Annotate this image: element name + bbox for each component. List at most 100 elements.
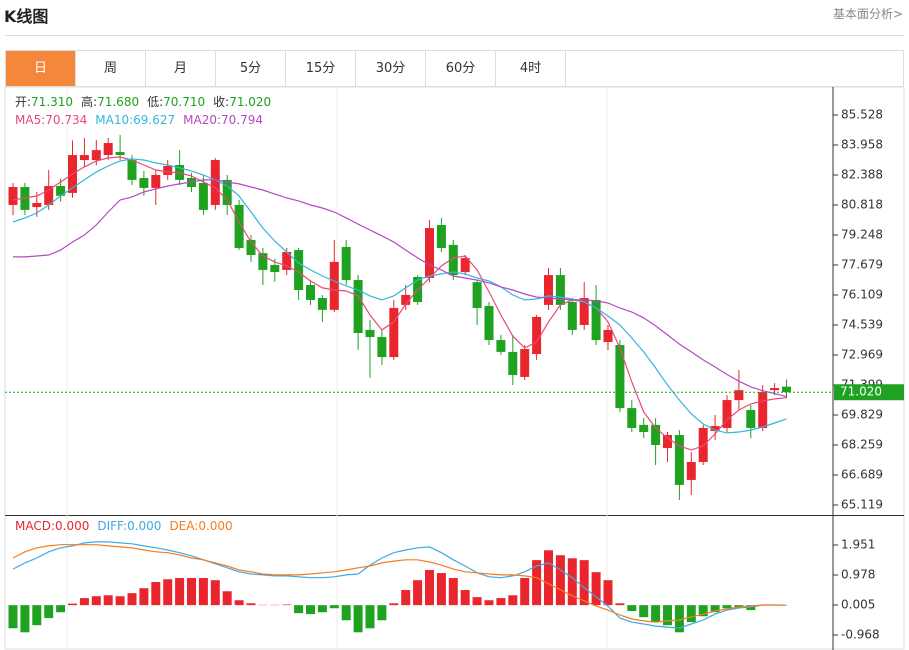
macd-bar bbox=[448, 578, 458, 606]
macd-bar bbox=[20, 605, 30, 633]
candle-body bbox=[139, 178, 149, 188]
candle-body bbox=[758, 392, 768, 428]
macd-bar bbox=[282, 604, 292, 606]
y-tick-label: 83.958 bbox=[841, 137, 883, 151]
macd-bar bbox=[389, 603, 399, 606]
candle-body bbox=[436, 225, 446, 248]
candle-body bbox=[306, 285, 315, 300]
macd-bar bbox=[639, 605, 649, 618]
candle-body bbox=[746, 410, 756, 428]
period-tab[interactable]: 4时 bbox=[496, 51, 566, 86]
candle-body bbox=[615, 345, 625, 409]
candle-body bbox=[425, 228, 434, 278]
current-price-label: 71.020 bbox=[840, 385, 882, 399]
line bbox=[12, 156, 787, 451]
period-tab[interactable]: 5分 bbox=[216, 51, 286, 86]
macd-bar bbox=[472, 597, 482, 606]
legend-name: DEA: bbox=[169, 519, 198, 533]
macd-bar bbox=[710, 605, 720, 613]
candle-body bbox=[270, 264, 280, 273]
legend-name: MA20: bbox=[183, 113, 221, 127]
candle-body bbox=[353, 280, 363, 333]
period-tab[interactable]: 周 bbox=[76, 51, 146, 86]
y-tick-label: 74.539 bbox=[841, 317, 883, 331]
macd-bar bbox=[544, 550, 553, 606]
legend: 开:71.310 高:71.680 低:70.710 收:71.020 bbox=[15, 94, 271, 109]
macd-bar bbox=[198, 578, 208, 606]
y-tick-label: 79.248 bbox=[841, 227, 883, 241]
period-tab[interactable]: 15分 bbox=[286, 51, 356, 86]
macd-bar bbox=[663, 605, 672, 626]
macd-bar bbox=[175, 578, 185, 606]
macd-bar bbox=[329, 605, 339, 609]
candle-body bbox=[389, 307, 399, 358]
candle-body bbox=[698, 427, 708, 462]
macd-bar bbox=[56, 605, 66, 613]
header-rule bbox=[5, 35, 904, 36]
candle-body bbox=[222, 179, 232, 205]
candle-body bbox=[365, 329, 375, 338]
period-tab[interactable]: 日 bbox=[6, 51, 76, 86]
candle-body bbox=[32, 203, 42, 208]
macd-bar bbox=[103, 595, 113, 606]
period-tab[interactable]: 60分 bbox=[426, 51, 496, 86]
fundamental-link[interactable]: 基本面分析> bbox=[832, 7, 903, 21]
candle-body bbox=[448, 244, 458, 276]
macd-bar bbox=[32, 605, 42, 626]
macd-bar bbox=[627, 605, 637, 612]
y-tick-label: 65.119 bbox=[841, 498, 883, 512]
legend-name: DIFF: bbox=[97, 519, 127, 533]
candle-body bbox=[770, 388, 780, 391]
candle-body bbox=[508, 351, 518, 376]
candle-body bbox=[472, 282, 482, 308]
macd-bar bbox=[686, 605, 696, 623]
y-tick-label: 69.829 bbox=[841, 407, 883, 421]
macd-bar bbox=[187, 578, 196, 606]
chart-frame bbox=[4, 86, 905, 650]
period-tab[interactable]: 月 bbox=[146, 51, 216, 86]
macd-bar bbox=[698, 605, 708, 617]
legend-value: 70.794 bbox=[221, 113, 263, 127]
candle-body bbox=[496, 340, 506, 352]
y-tick-label: 72.969 bbox=[841, 347, 883, 361]
legend-value: 0.000 bbox=[55, 519, 89, 533]
legend-value: 71.310 bbox=[31, 95, 73, 109]
y-tick-label: 80.818 bbox=[841, 197, 883, 211]
legend-value: 70.710 bbox=[163, 95, 205, 109]
candle-body bbox=[258, 253, 268, 270]
candle-body bbox=[555, 275, 565, 305]
candle-body bbox=[627, 408, 637, 428]
macd-bar bbox=[591, 572, 601, 606]
macd-bar bbox=[603, 580, 613, 606]
macd-bar bbox=[436, 573, 446, 606]
candle-body bbox=[532, 316, 542, 355]
y-tick-label: 66.689 bbox=[841, 468, 883, 482]
current-price-tag bbox=[834, 384, 904, 401]
candle-body bbox=[520, 349, 530, 377]
macd-bar bbox=[567, 558, 577, 606]
legend-name: 低: bbox=[147, 95, 163, 109]
macd-bar bbox=[222, 591, 232, 606]
y-tick-label: 77.679 bbox=[841, 257, 883, 271]
candle-body bbox=[151, 174, 161, 188]
macd-bar bbox=[306, 605, 315, 615]
macd-bar bbox=[674, 605, 684, 633]
candle-body bbox=[674, 435, 684, 485]
line bbox=[13, 179, 787, 398]
legend-value: 69.627 bbox=[133, 113, 175, 127]
macd-bar bbox=[246, 603, 256, 606]
candle-body bbox=[341, 246, 351, 281]
line bbox=[12, 544, 787, 623]
y-tick-label: -0.968 bbox=[841, 628, 880, 642]
y-tick-label: 82.388 bbox=[841, 167, 883, 181]
period-tab[interactable]: 30分 bbox=[356, 51, 426, 86]
macd-bar bbox=[365, 605, 375, 629]
macd-bar bbox=[532, 560, 542, 606]
candle-body bbox=[710, 426, 720, 432]
candle-body bbox=[127, 160, 137, 180]
candle-body bbox=[722, 400, 732, 428]
y-tick-label: 0.005 bbox=[841, 598, 875, 612]
macd-bar bbox=[496, 598, 506, 606]
macd-bar bbox=[127, 593, 137, 606]
